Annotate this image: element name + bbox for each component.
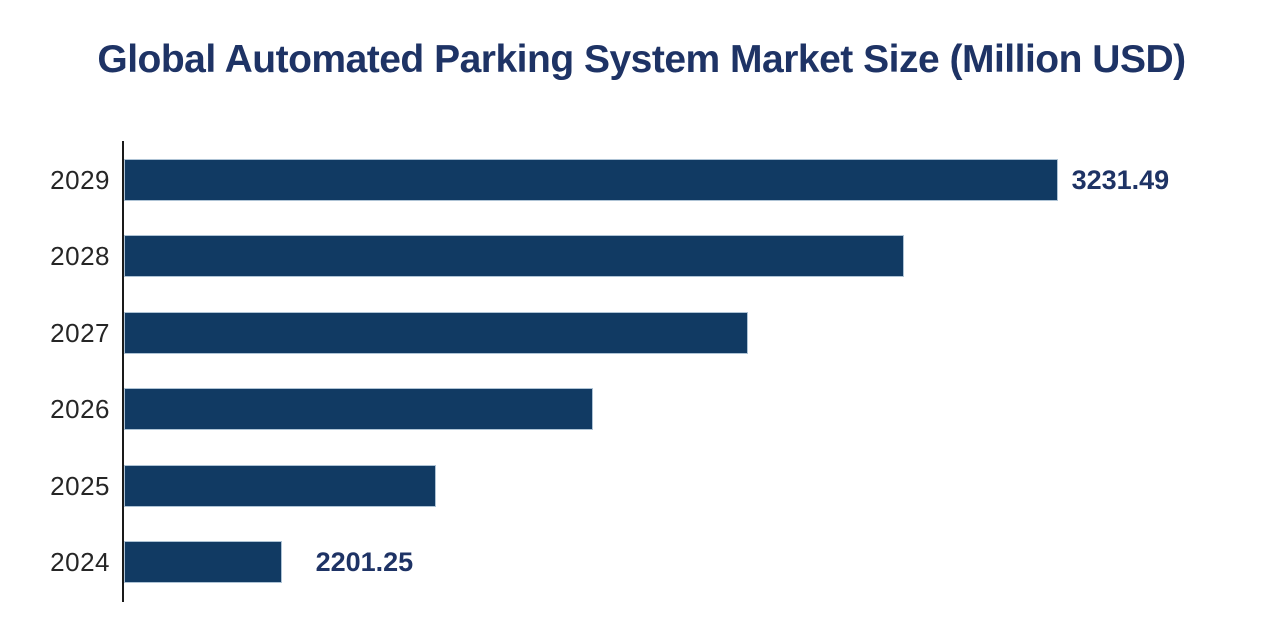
- plot-area: 2029 3231.49 2028 2027 2026 2025 2024 2201.25: [50, 141, 1241, 602]
- bar-2027: [124, 311, 748, 354]
- bar-2029: [124, 159, 1058, 201]
- value-label-2029: 3231.49: [1071, 165, 1170, 195]
- bar-2024: [124, 541, 282, 583]
- y-tick-label-2026: 2026: [50, 394, 110, 425]
- bar-2028: [124, 235, 904, 278]
- y-axis-line: [122, 141, 124, 602]
- y-tick-label-2024: 2024: [50, 547, 110, 577]
- y-tick-label-2028: 2028: [50, 241, 110, 272]
- y-tick-label-2029: 2029: [50, 165, 110, 195]
- value-label-2024: 2201.25: [315, 547, 414, 577]
- bar-2025: [124, 464, 436, 507]
- y-tick-label-2027: 2027: [50, 317, 110, 348]
- chart-title: Global Automated Parking System Market S…: [97, 38, 1186, 81]
- bar-2026: [124, 388, 593, 431]
- y-tick-label-2025: 2025: [50, 470, 110, 501]
